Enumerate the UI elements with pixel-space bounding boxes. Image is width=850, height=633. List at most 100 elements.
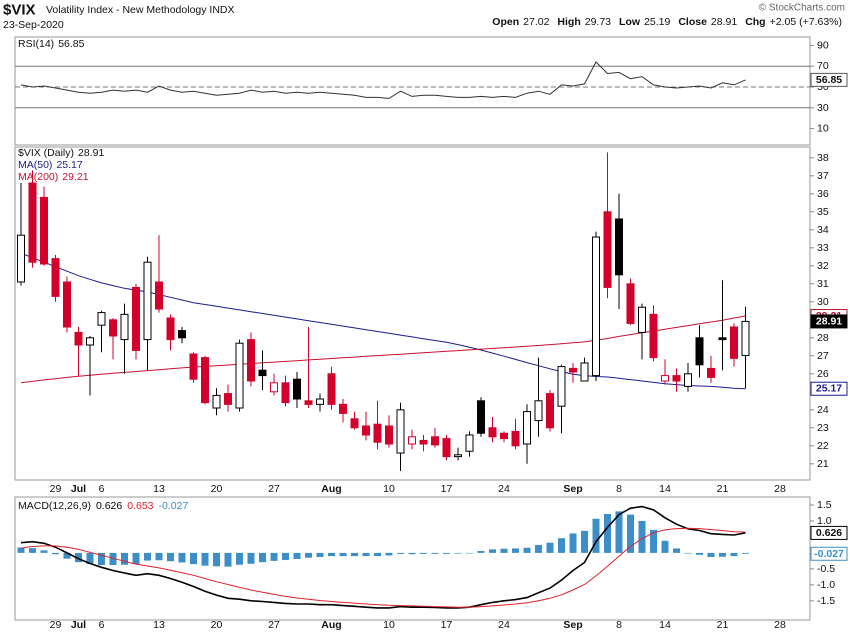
x-tick-label: Sep: [563, 483, 582, 495]
close-value-box: [810, 314, 848, 329]
histogram-bar: [397, 552, 404, 554]
histogram-bar: [569, 533, 577, 553]
quote-value: 27.02: [523, 16, 549, 28]
quote-label: Low: [619, 16, 641, 28]
candle-body: [672, 375, 681, 382]
x-tick-label: 6: [99, 483, 105, 495]
y-tick-label: 24: [817, 404, 829, 416]
histogram-bar: [477, 550, 485, 553]
macd-value-box: [810, 546, 848, 561]
y-tick-label: 90: [817, 39, 829, 51]
candle-body: [603, 211, 612, 288]
histogram-bar: [730, 552, 738, 557]
candle-body: [258, 369, 267, 377]
x-tick-label: 21: [717, 483, 729, 495]
histogram-bar: [512, 548, 519, 553]
histogram-bar: [742, 552, 749, 554]
histogram-bar: [627, 514, 634, 553]
histogram-bar: [535, 544, 542, 553]
histogram-bar: [259, 552, 266, 563]
y-tick-label: 27: [817, 350, 829, 362]
y-tick-label: 32: [817, 260, 829, 272]
x-tick-label: 14: [659, 483, 671, 495]
histogram-bar: [362, 552, 370, 557]
histogram-bar: [86, 552, 94, 565]
histogram-bar: [351, 552, 358, 557]
macd-value-box: [810, 525, 848, 540]
quote-value: 29.73: [585, 16, 611, 28]
histogram-bar: [638, 520, 646, 553]
candle-body: [580, 362, 589, 382]
y-tick-label: 33: [817, 242, 829, 254]
rsi-value: 56.85: [58, 38, 84, 50]
histogram-bar: [546, 542, 554, 553]
credit: © StockCharts.com: [759, 3, 845, 14]
macd-line: [20, 527, 746, 608]
candle-body: [511, 430, 520, 447]
histogram-bar: [132, 552, 140, 565]
ma-value-label: 25.17: [816, 383, 842, 395]
histogram-bar: [144, 552, 151, 561]
histogram-bar: [213, 552, 220, 567]
y-tick-label: -1.0: [817, 579, 835, 591]
candle-body: [178, 330, 186, 339]
x-tick-label: 27: [268, 483, 280, 495]
histogram-bar: [454, 552, 462, 554]
y-tick-label: 23: [817, 422, 829, 434]
candle-body: [477, 400, 485, 434]
candle-body: [201, 357, 209, 404]
candle-body: [17, 234, 25, 283]
histogram-bar: [40, 550, 48, 553]
candle-body: [63, 281, 71, 328]
x-tick-label: 17: [441, 619, 453, 631]
candle-body: [454, 454, 462, 458]
rsi-panel: [14, 36, 811, 146]
histogram-bar: [420, 552, 427, 554]
x-tick-label: 17: [441, 483, 453, 495]
candle-body: [40, 196, 48, 265]
candle-body: [235, 342, 244, 409]
x-tick-label: 13: [153, 483, 165, 495]
candle-body: [86, 337, 94, 346]
macd-value: -0.027: [159, 500, 189, 512]
x-tick-label: 20: [211, 483, 223, 495]
candle-body: [649, 313, 658, 359]
candle-body: [385, 425, 393, 445]
legend-name: MA(50): [18, 159, 52, 171]
macd-line: [20, 505, 746, 609]
date: 23-Sep-2020: [3, 19, 64, 31]
histogram-bar: [17, 547, 25, 553]
histogram-bar: [615, 511, 623, 553]
candle-body: [143, 261, 152, 341]
instrument-name: Volatility Index - New Methodology INDX: [46, 4, 235, 16]
quote-value: +2.05 (+7.63%): [770, 16, 842, 28]
x-tick-label: 13: [153, 619, 165, 631]
candle-body: [120, 313, 129, 341]
y-tick-label: 30: [817, 102, 829, 114]
y-tick-label: 34: [817, 224, 829, 236]
candle-body: [419, 439, 428, 445]
x-tick-label: Aug: [321, 483, 341, 495]
y-tick-label: 10: [817, 123, 829, 135]
candle-body: [741, 320, 750, 356]
x-tick-label: Jul: [71, 483, 86, 495]
candle-body: [442, 438, 451, 458]
candle-body: [212, 394, 221, 409]
histogram-bar: [98, 552, 105, 566]
histogram-bar: [489, 549, 496, 553]
histogram-bar: [167, 552, 174, 562]
histogram-bar: [190, 552, 197, 565]
histogram-bar: [247, 552, 255, 564]
y-tick-label: 26: [817, 368, 829, 380]
rsi-line: [20, 61, 746, 99]
candle-body: [109, 319, 117, 337]
quote-value: 25.19: [644, 16, 670, 28]
macd-value-label: 0.626: [816, 527, 842, 539]
histogram-bar: [236, 552, 243, 565]
y-tick-label: 38: [817, 152, 829, 164]
histogram-bar: [466, 552, 473, 554]
candle-body: [695, 337, 704, 366]
macd-value: 0.653: [127, 500, 153, 512]
x-tick-label: 6: [99, 619, 105, 631]
